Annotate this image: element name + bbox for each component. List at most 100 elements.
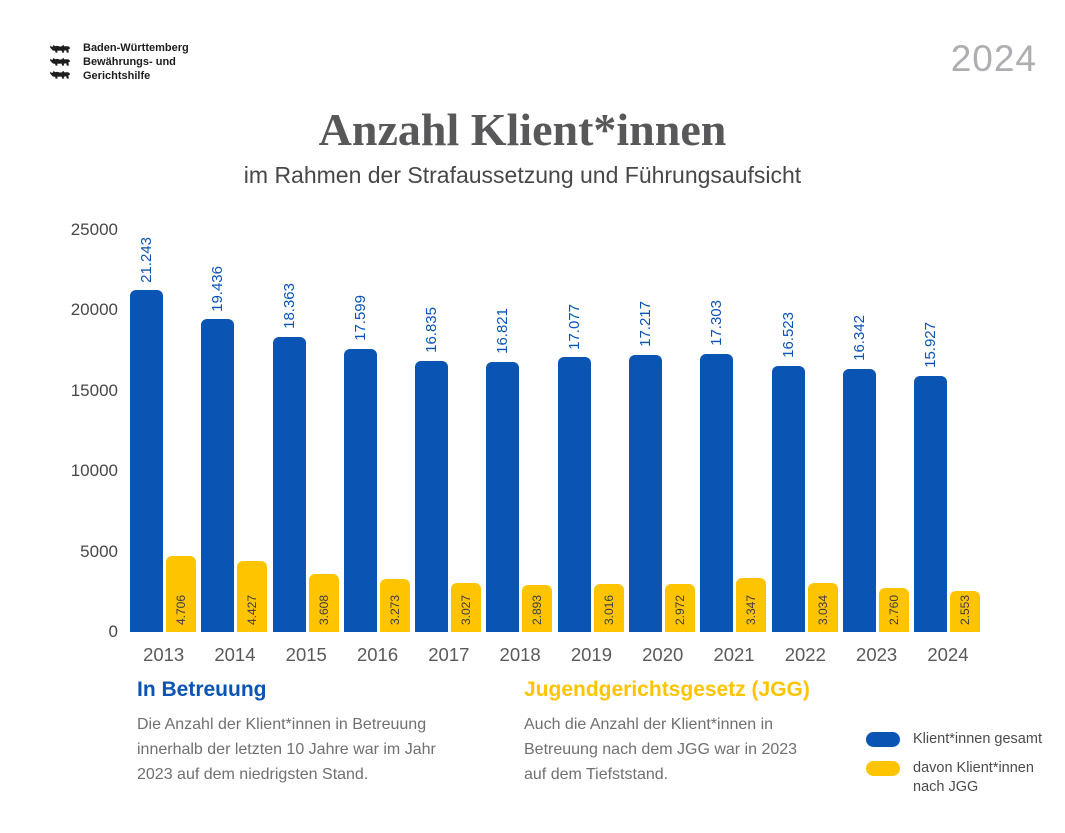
bar-jgg [807, 583, 838, 632]
bar-value-label-total: 15.927 [922, 322, 940, 368]
bar-value-label-total: 16.835 [423, 307, 441, 354]
bw-logo: Baden-Württemberg Bewährungs- und Gerich… [48, 42, 189, 83]
bar-value-label-jgg: 2.893 [530, 594, 545, 625]
bar-value-label-jgg: 2.553 [958, 594, 973, 625]
y-tick-label: 25000 [70, 220, 118, 239]
logo-text: Baden-Württemberg Bewährungs- und Gerich… [83, 42, 189, 83]
bar-total [842, 369, 876, 632]
bw-lions-icon [50, 44, 70, 79]
bar-group: 16.523 3.034 2022 [770, 230, 841, 665]
bar-jgg [451, 583, 482, 632]
y-tick-label: 15000 [70, 380, 118, 400]
bar-value-label-jgg: 3.608 [316, 594, 331, 625]
bar-group: 16.835 3.027 2017 [413, 230, 484, 665]
bar-total [914, 375, 948, 632]
bar-group: 21.243 4.706 2013 [128, 230, 199, 665]
bar-group: 17.303 3.347 2021 [698, 230, 769, 665]
bar-value-label-jgg: 3.347 [744, 594, 759, 625]
bar-value-label-jgg: 2.760 [886, 594, 901, 625]
bar-group: 17.217 2.972 2020 [627, 230, 698, 665]
bar-jgg [308, 573, 339, 632]
year-badge: 2024 [950, 38, 1037, 79]
bar-value-label-jgg: 3.034 [815, 594, 830, 625]
chart-legend: Klient*innen gesamt davon Klient*innen n… [866, 730, 1042, 798]
plot-area: 21.243 4.706 2013 19.436 4.427 2014 18.363 3.60… [128, 230, 984, 665]
bar-group: 16.342 2.760 2023 [841, 230, 912, 665]
bar-jgg [593, 583, 624, 632]
bar-jgg [878, 587, 909, 632]
x-axis-label: 2022 [784, 644, 826, 665]
y-tick-label: 10000 [70, 461, 118, 481]
bar-total [343, 349, 377, 632]
legend-swatch-jgg-icon [866, 760, 900, 776]
x-axis-label: 2013 [143, 644, 185, 665]
x-axis-label: 2023 [856, 644, 898, 665]
bar-chart: 0 5000 10000 15000 20000 25000 21.243 4.706 201… [60, 220, 1020, 665]
legend-swatch-total-icon [866, 732, 900, 747]
x-axis-label: 2017 [428, 644, 470, 665]
bar-jgg [736, 578, 767, 632]
bar-total [557, 357, 591, 632]
bar-jgg [950, 590, 981, 632]
bar-value-label-total: 17.077 [565, 303, 583, 350]
bar-value-label-total: 16.821 [494, 307, 512, 354]
logo-line-2: Bewährungs- und [83, 55, 176, 68]
section-body-jgg: Auch die Anzahl der Klient*innen in Betr… [524, 716, 798, 783]
bar-jgg [665, 584, 696, 632]
bar-jgg [522, 585, 553, 632]
bar-value-label-total: 17.217 [637, 301, 655, 348]
y-tick-label: 20000 [70, 300, 118, 320]
bar-value-label-jgg: 3.016 [601, 594, 616, 625]
y-tick-label: 5000 [80, 541, 118, 561]
bar-total [771, 366, 805, 632]
x-axis-label: 2019 [570, 644, 612, 665]
bar-value-label-jgg: 3.027 [459, 594, 474, 625]
bar-value-label-jgg: 4.706 [174, 594, 188, 625]
bar-total [700, 353, 734, 632]
legend-label-jgg: davon Klient*innen nach JGG [913, 759, 1034, 796]
bar-group: 16.821 2.893 2018 [484, 230, 555, 665]
bar-total [272, 336, 306, 632]
bar-jgg [379, 579, 410, 632]
bar-value-label-jgg: 4.427 [245, 594, 260, 625]
x-axis-label: 2016 [356, 644, 399, 665]
bar-total [201, 319, 235, 632]
x-axis-label: 2015 [285, 644, 327, 665]
legend-item-jgg: davon Klient*innen nach JGG [866, 759, 1042, 798]
bar-value-label-total: 18.363 [280, 282, 298, 329]
bar-value-label-total: 19.436 [209, 265, 227, 312]
bar-total [415, 361, 449, 632]
x-axis-label: 2014 [214, 644, 256, 665]
bar-jgg [237, 560, 268, 632]
logo-line-1: Baden-Württemberg [83, 42, 189, 54]
bar-group: 18.363 3.608 2015 [271, 230, 342, 665]
section-body-betreuung: Die Anzahl der Klient*innen in Betreuung… [137, 716, 436, 783]
bar-group: 17.077 3.016 2019 [556, 230, 627, 665]
logo-line-3: Gerichtshilfe [83, 69, 151, 82]
x-axis-label: 2024 [927, 644, 969, 665]
y-axis: 0 5000 10000 15000 20000 25000 [60, 220, 118, 641]
bar-total [130, 290, 163, 632]
x-axis-label: 2018 [499, 644, 541, 665]
bar-value-label-total: 17.599 [351, 295, 369, 342]
legend-item-total: Klient*innen gesamt [866, 730, 1042, 750]
bar-group: 15.927 2.553 2024 [912, 230, 983, 665]
bar-total [629, 355, 663, 632]
page-subtitle: im Rahmen der Strafaussetzung und Führun… [243, 162, 802, 188]
page-title: Anzahl Klient*innen [318, 104, 727, 155]
legend-label-total: Klient*innen gesamt [913, 731, 1042, 747]
bar-group: 19.436 4.427 2014 [199, 230, 270, 665]
bar-value-label-jgg: 2.972 [673, 594, 688, 625]
bar-value-label-total: 17.303 [708, 299, 726, 346]
x-axis-label: 2021 [713, 644, 755, 665]
bar-jgg [166, 556, 196, 632]
bar-value-label-total: 21.243 [138, 236, 155, 283]
bar-value-label-total: 16.342 [850, 315, 868, 362]
bar-value-label-total: 16.523 [779, 312, 797, 359]
y-tick-label: 0 [108, 622, 118, 641]
section-heading-jgg: Jugendgerichtsgesetz (JGG) [524, 678, 810, 701]
bar-value-label-jgg: 3.273 [387, 594, 402, 625]
bar-group: 17.599 3.273 2016 [342, 230, 413, 665]
section-heading-betreuung: In Betreuung [137, 678, 267, 701]
